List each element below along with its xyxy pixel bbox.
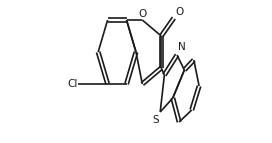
Text: S: S	[152, 115, 159, 125]
Text: Cl: Cl	[67, 79, 78, 89]
Text: N: N	[178, 42, 186, 52]
Text: O: O	[138, 9, 146, 19]
Text: O: O	[175, 7, 184, 17]
